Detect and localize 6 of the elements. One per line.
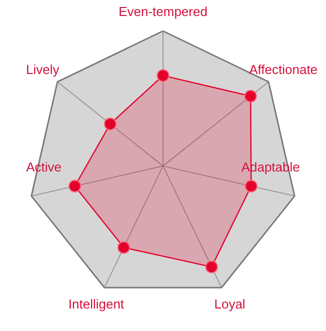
spoke-label: Affectionate <box>249 62 318 78</box>
spoke-label: Active <box>26 159 62 174</box>
spoke-label: Lively <box>26 62 60 78</box>
spoke-label: Loyal <box>214 296 246 312</box>
spoke-label: Intelligent <box>68 296 124 312</box>
spoke-label: Even-tempered <box>118 4 208 20</box>
